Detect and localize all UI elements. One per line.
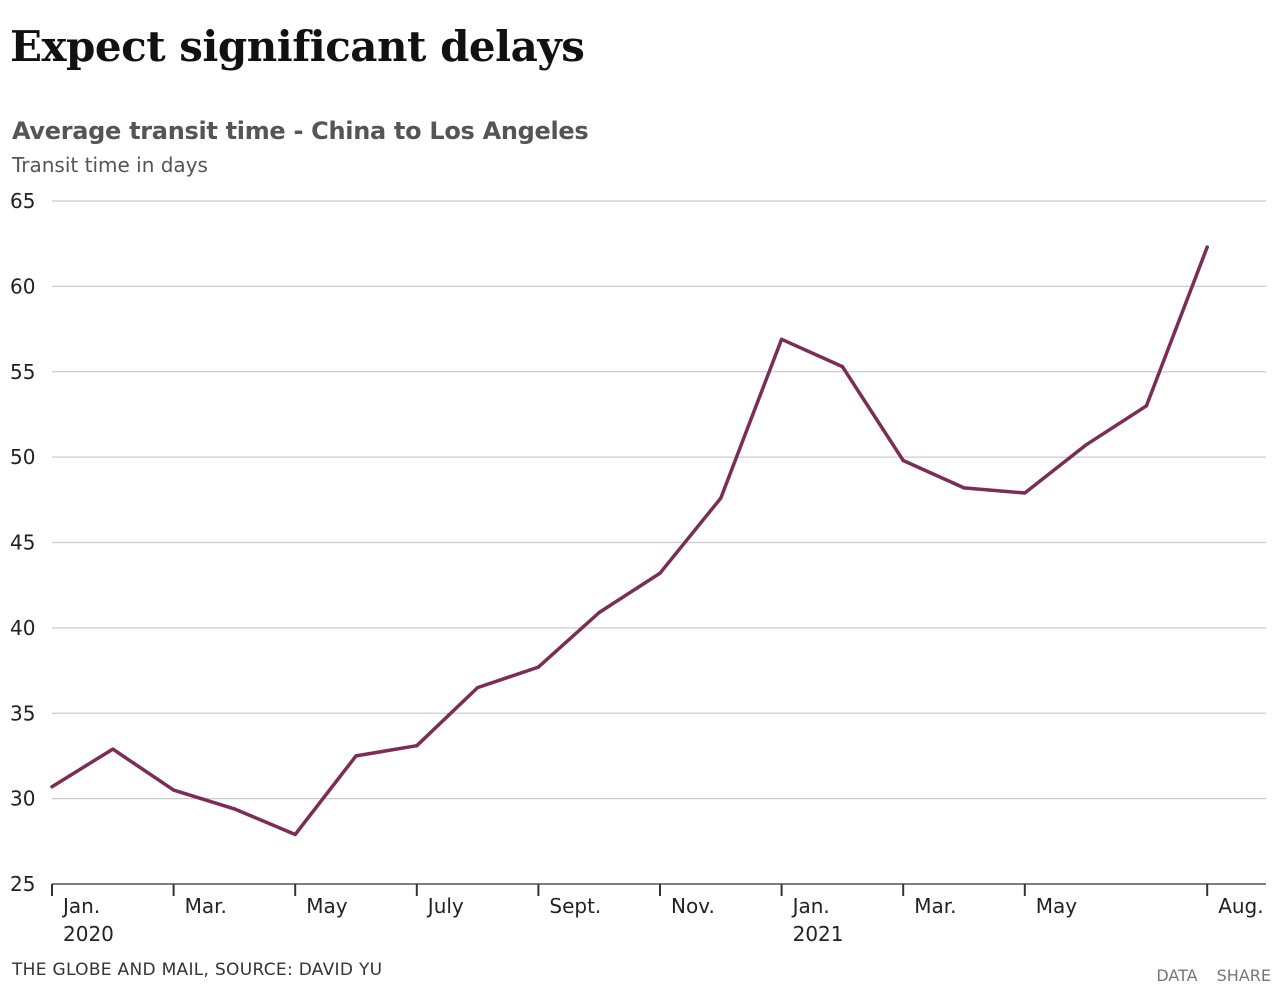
data-point bbox=[1023, 491, 1027, 495]
data-link[interactable]: DATA bbox=[1156, 966, 1198, 985]
x-axis: Jan. 2020 Mar. May July Sept. Nov. Jan. 2021 Mar.… bbox=[51, 883, 1266, 946]
gridlines bbox=[52, 200, 1266, 800]
chart-title: Average transit time - China to Los Ange… bbox=[12, 117, 589, 145]
data-point bbox=[50, 785, 54, 789]
series-line bbox=[50, 245, 1209, 837]
x-tick-label: July bbox=[426, 894, 464, 918]
footer-links: DATA SHARE bbox=[1142, 966, 1271, 985]
y-tick-label: 30 bbox=[10, 787, 35, 811]
data-point bbox=[962, 486, 966, 490]
x-tick-year-label: 2021 bbox=[793, 922, 844, 946]
y-tick-label: 45 bbox=[10, 531, 35, 555]
data-point bbox=[293, 832, 297, 837]
headline: Expect significant delays bbox=[10, 22, 585, 71]
x-tick-year-label: 2020 bbox=[63, 922, 114, 946]
data-point bbox=[840, 365, 845, 369]
y-tick-label: 35 bbox=[10, 701, 35, 725]
x-tick-label: Mar. bbox=[914, 894, 956, 918]
y-tick-label: 25 bbox=[10, 872, 35, 896]
data-point bbox=[415, 744, 419, 748]
data-point bbox=[719, 496, 723, 500]
data-point bbox=[536, 665, 541, 669]
data-point bbox=[901, 458, 905, 463]
x-tick-label: Nov. bbox=[671, 894, 715, 918]
share-link[interactable]: SHARE bbox=[1216, 966, 1271, 985]
y-tick-label: 55 bbox=[10, 360, 35, 384]
data-point bbox=[597, 610, 601, 615]
source-credit: THE GLOBE AND MAIL, SOURCE: DAVID YU bbox=[12, 960, 383, 980]
x-tick-label: Mar. bbox=[185, 894, 227, 918]
data-point bbox=[232, 807, 236, 811]
data-point bbox=[1205, 245, 1209, 249]
series-layer bbox=[50, 245, 1209, 837]
y-tick-label: 60 bbox=[10, 274, 35, 298]
data-point bbox=[1084, 443, 1088, 447]
y-tick-label: 65 bbox=[10, 189, 35, 213]
x-tick-label: May bbox=[1036, 894, 1078, 918]
y-axis-ticks: 25 30 35 40 45 50 55 60 65 bbox=[10, 189, 35, 896]
x-tick-label: Jan. bbox=[791, 894, 830, 918]
data-point bbox=[111, 747, 115, 751]
x-tick-label: Aug. bbox=[1218, 894, 1263, 918]
x-tick-label: May bbox=[306, 894, 348, 918]
x-tick-label: Jan. bbox=[61, 894, 100, 918]
data-point bbox=[780, 337, 784, 341]
data-point bbox=[354, 754, 358, 758]
chart-subtitle: Transit time in days bbox=[12, 153, 208, 177]
x-tick-label: Sept. bbox=[549, 894, 601, 918]
y-tick-label: 40 bbox=[10, 616, 35, 640]
data-point bbox=[476, 686, 480, 690]
data-point bbox=[172, 788, 176, 792]
y-tick-label: 50 bbox=[10, 445, 35, 469]
data-point bbox=[658, 571, 662, 575]
data-point bbox=[1144, 404, 1148, 408]
